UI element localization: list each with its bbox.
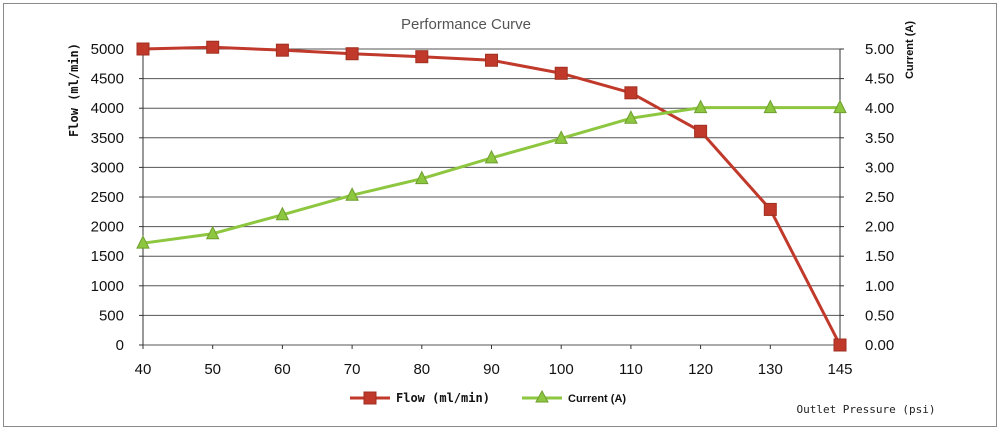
y2-tick-label: 2.50 xyxy=(865,189,894,206)
x-tick-label: 120 xyxy=(688,361,713,378)
y2-tick-label: 4.00 xyxy=(865,100,894,117)
flow-point xyxy=(345,47,359,61)
current-point xyxy=(136,235,150,249)
legend-current-marker xyxy=(535,389,549,403)
legend-flow-marker xyxy=(363,391,377,405)
flow-series-line xyxy=(142,45,842,346)
current-point xyxy=(414,170,429,185)
current-point xyxy=(624,110,638,124)
legend: Flow (ml/min) Current (A) xyxy=(350,389,626,405)
y-axis-label: Flow (ml/min) xyxy=(67,43,81,137)
y-tick-label: 3500 xyxy=(91,130,124,147)
y-tick-label: 500 xyxy=(99,307,124,324)
y2-axis-label: Current (A) xyxy=(904,21,916,79)
y-tick-label: 3000 xyxy=(91,159,124,176)
legend-current-label: Current (A) xyxy=(568,393,626,405)
y2-tick-label: 3.50 xyxy=(865,130,894,147)
current-point xyxy=(554,130,569,144)
y-tick-label: 1500 xyxy=(91,248,124,265)
flow-point xyxy=(136,42,150,56)
current-point xyxy=(833,99,847,114)
series-layer xyxy=(136,40,847,352)
legend-flow-label: Flow (ml/min) xyxy=(396,391,490,405)
x-tick-label: 40 xyxy=(135,361,152,378)
y2-tick-label: 4.50 xyxy=(865,71,894,88)
left-axis-ticks: 0 500 1000 1500 2000 2500 3000 3500 4000 4500 5000 xyxy=(91,41,124,354)
gridlines xyxy=(139,48,844,349)
y2-tick-label: 1.50 xyxy=(865,248,894,265)
current-point xyxy=(275,206,290,221)
x-tick-label: 60 xyxy=(274,361,291,378)
y-tick-label: 4500 xyxy=(91,71,124,88)
x-tick-label: 145 xyxy=(827,361,852,378)
x-tick-label: 130 xyxy=(758,361,783,378)
current-point xyxy=(763,99,778,114)
current-point xyxy=(205,225,220,240)
y-tick-label: 1000 xyxy=(91,278,124,295)
y2-tick-label: 2.00 xyxy=(865,219,894,236)
chart-title: Performance Curve xyxy=(401,16,531,33)
y2-tick-label: 0.50 xyxy=(865,307,894,324)
x-tick-label: 70 xyxy=(344,361,361,378)
flow-point xyxy=(485,53,498,67)
y2-tick-label: 3.00 xyxy=(865,159,894,176)
x-tick-label: 90 xyxy=(483,361,500,378)
current-point xyxy=(345,187,359,201)
y-tick-label: 0 xyxy=(116,337,124,354)
y2-tick-label: 0.00 xyxy=(865,337,894,354)
y2-tick-label: 1.00 xyxy=(865,278,894,295)
x-tick-label: 50 xyxy=(204,361,221,378)
y-tick-label: 5000 xyxy=(91,41,124,58)
current-point xyxy=(484,149,499,164)
flow-point xyxy=(694,124,708,138)
flow-point xyxy=(833,338,847,352)
x-tick-label: 110 xyxy=(619,361,643,378)
current-point xyxy=(693,99,708,114)
flow-point xyxy=(415,50,429,64)
flow-point xyxy=(763,202,777,216)
x-axis-label: Outlet Pressure (psi) xyxy=(796,403,935,416)
y-tick-label: 4000 xyxy=(91,100,124,117)
current-series-line xyxy=(142,106,840,245)
x-tick-label: 80 xyxy=(413,361,430,378)
flow-point xyxy=(554,66,568,80)
chart-frame xyxy=(3,3,997,427)
flow-point xyxy=(275,43,289,57)
x-axis-ticks: 40 50 60 70 80 90 100 110 120 130 145 xyxy=(135,361,853,378)
flow-point xyxy=(206,40,220,54)
x-tick-label: 100 xyxy=(549,361,574,378)
y2-tick-label: 5.00 xyxy=(865,41,894,58)
right-axis-ticks: 0.00 0.50 1.00 1.50 2.00 2.50 3.00 3.50 4.00 4.50… xyxy=(865,41,894,354)
flow-point xyxy=(624,86,638,100)
y-tick-label: 2000 xyxy=(91,219,124,236)
y-tick-label: 2500 xyxy=(91,189,124,206)
